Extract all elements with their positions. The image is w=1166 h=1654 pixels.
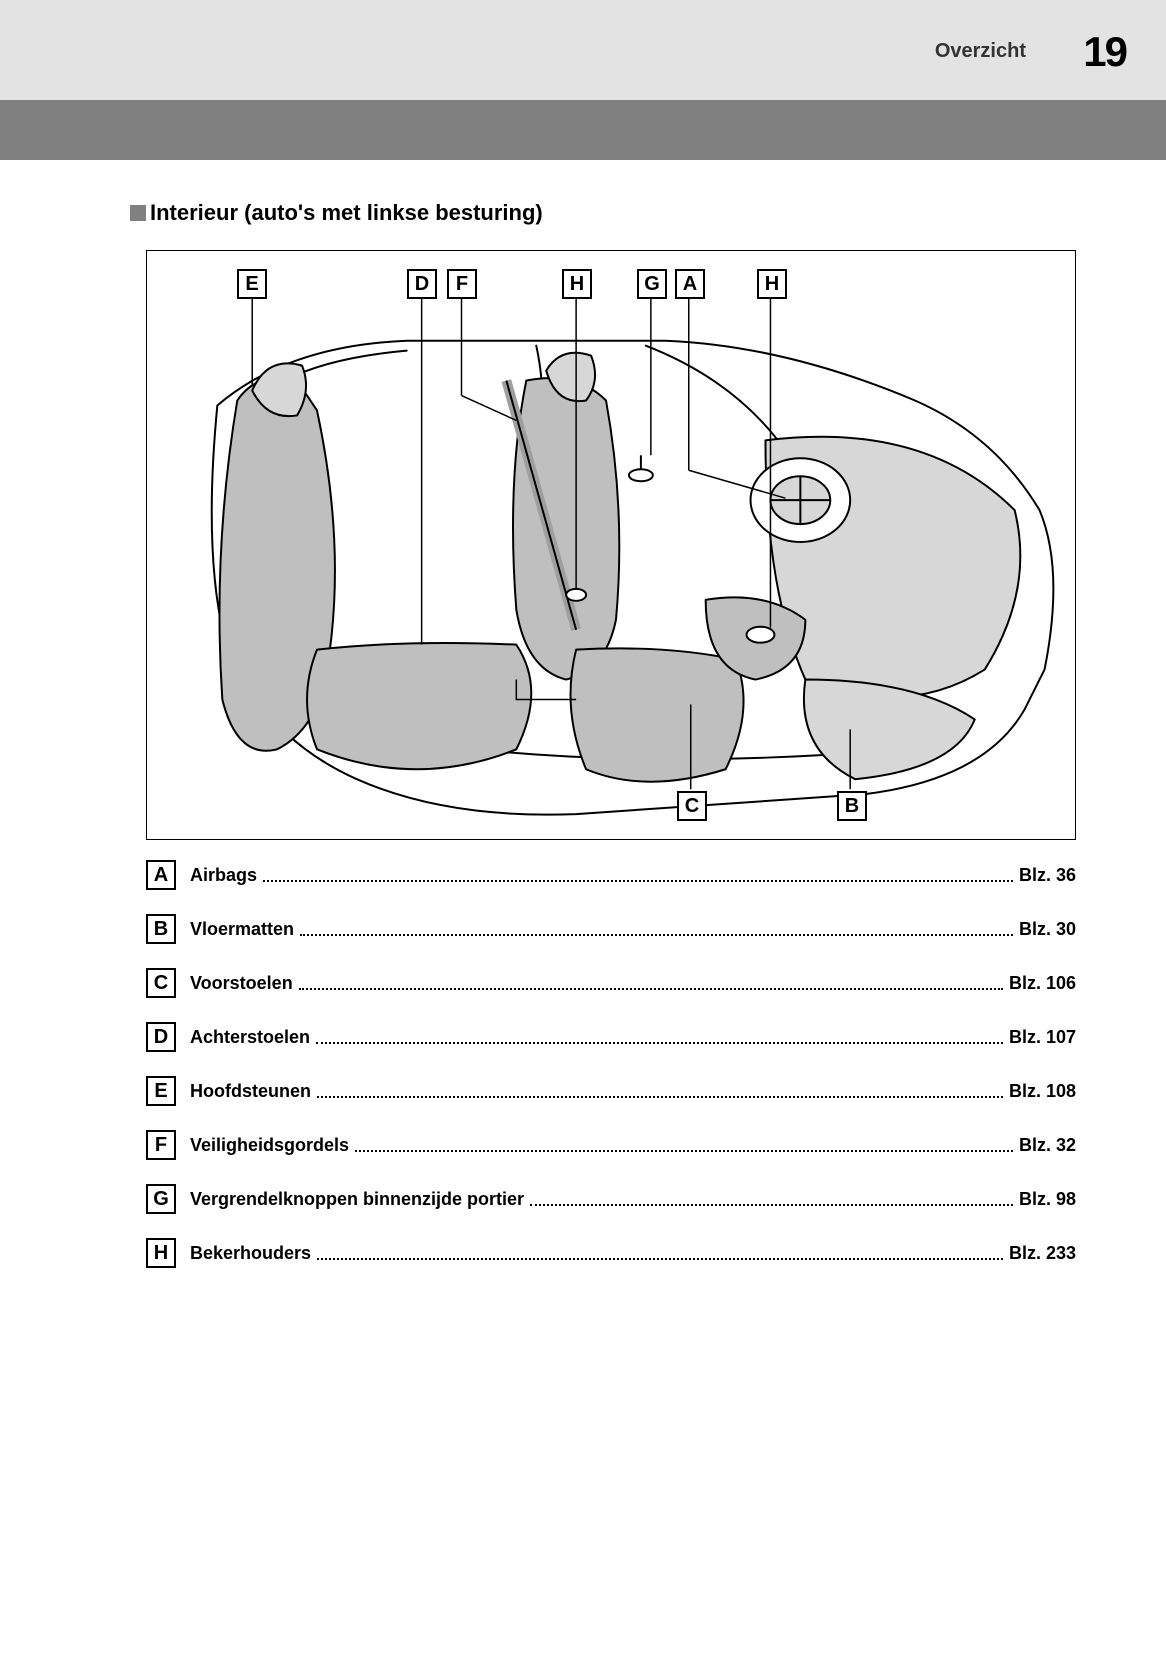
legend-page-ref: Blz. 36 <box>1019 865 1076 886</box>
header-page-number: 19 <box>1083 28 1126 76</box>
legend-label: Airbags <box>190 865 257 886</box>
legend-row: E Hoofdsteunen Blz. 108 <box>146 1076 1076 1106</box>
legend-page-ref: Blz. 233 <box>1009 1243 1076 1264</box>
diagram-callout-top-H: H <box>562 269 592 299</box>
legend-label: Vergrendelknoppen binnenzijde portier <box>190 1189 524 1210</box>
diagram-callout-bottom-C: C <box>677 791 707 821</box>
legend-dots <box>317 1258 1003 1260</box>
diagram-callout-top-A: A <box>675 269 705 299</box>
header-section-label: Overzicht <box>935 40 1026 63</box>
legend-dots <box>300 934 1013 936</box>
legend-label: Hoofdsteunen <box>190 1081 311 1102</box>
legend-label: Bekerhouders <box>190 1243 311 1264</box>
legend-page-ref: Blz. 32 <box>1019 1135 1076 1156</box>
legend-label: Vloermatten <box>190 919 294 940</box>
legend-page-ref: Blz. 107 <box>1009 1027 1076 1048</box>
header-gray-bar <box>0 100 1166 160</box>
diagram-callout-bottom-B: B <box>837 791 867 821</box>
legend-page-ref: Blz. 108 <box>1009 1081 1076 1102</box>
legend-letter: E <box>146 1076 176 1106</box>
section-title-text: Interieur (auto's met linkse besturing) <box>150 200 543 226</box>
diagram-callout-top-E: E <box>237 269 267 299</box>
legend-page-ref: Blz. 106 <box>1009 973 1076 994</box>
legend-letter: H <box>146 1238 176 1268</box>
legend-dots <box>355 1150 1013 1152</box>
diagram-callout-top-F: F <box>447 269 477 299</box>
legend-page-ref: Blz. 98 <box>1019 1189 1076 1210</box>
diagram-callout-top-G: G <box>637 269 667 299</box>
section-bullet-icon <box>130 205 146 221</box>
legend-label: Voorstoelen <box>190 973 293 994</box>
diagram-callout-top-D: D <box>407 269 437 299</box>
legend-label: Achterstoelen <box>190 1027 310 1048</box>
legend-dots <box>317 1096 1003 1098</box>
legend-row: D Achterstoelen Blz. 107 <box>146 1022 1076 1052</box>
page-header: Overzicht 19 <box>0 0 1166 100</box>
legend-label: Veiligheidsgordels <box>190 1135 349 1156</box>
interior-illustration <box>147 251 1075 839</box>
legend-letter: F <box>146 1130 176 1160</box>
legend-row: G Vergrendelknoppen binnenzijde portier Bl… <box>146 1184 1076 1214</box>
legend-letter: G <box>146 1184 176 1214</box>
legend-row: F Veiligheidsgordels Blz. 32 <box>146 1130 1076 1160</box>
section-title: Interieur (auto's met linkse besturing) <box>130 200 1076 226</box>
legend-row: H Bekerhouders Blz. 233 <box>146 1238 1076 1268</box>
legend-letter: D <box>146 1022 176 1052</box>
legend-list: A Airbags Blz. 36 B Vloermatten Blz. 30 C Voors… <box>146 860 1076 1268</box>
legend-dots <box>530 1204 1013 1206</box>
legend-dots <box>316 1042 1003 1044</box>
legend-letter: A <box>146 860 176 890</box>
diagram-callout-top-H: H <box>757 269 787 299</box>
legend-dots <box>299 988 1003 990</box>
legend-page-ref: Blz. 30 <box>1019 919 1076 940</box>
interior-diagram: E DF H GA H C B <box>146 250 1076 840</box>
legend-row: B Vloermatten Blz. 30 <box>146 914 1076 944</box>
legend-row: C Voorstoelen Blz. 106 <box>146 968 1076 998</box>
legend-letter: C <box>146 968 176 998</box>
legend-row: A Airbags Blz. 36 <box>146 860 1076 890</box>
legend-letter: B <box>146 914 176 944</box>
page-content: Interieur (auto's met linkse besturing) <box>0 160 1166 1332</box>
legend-dots <box>263 880 1013 882</box>
